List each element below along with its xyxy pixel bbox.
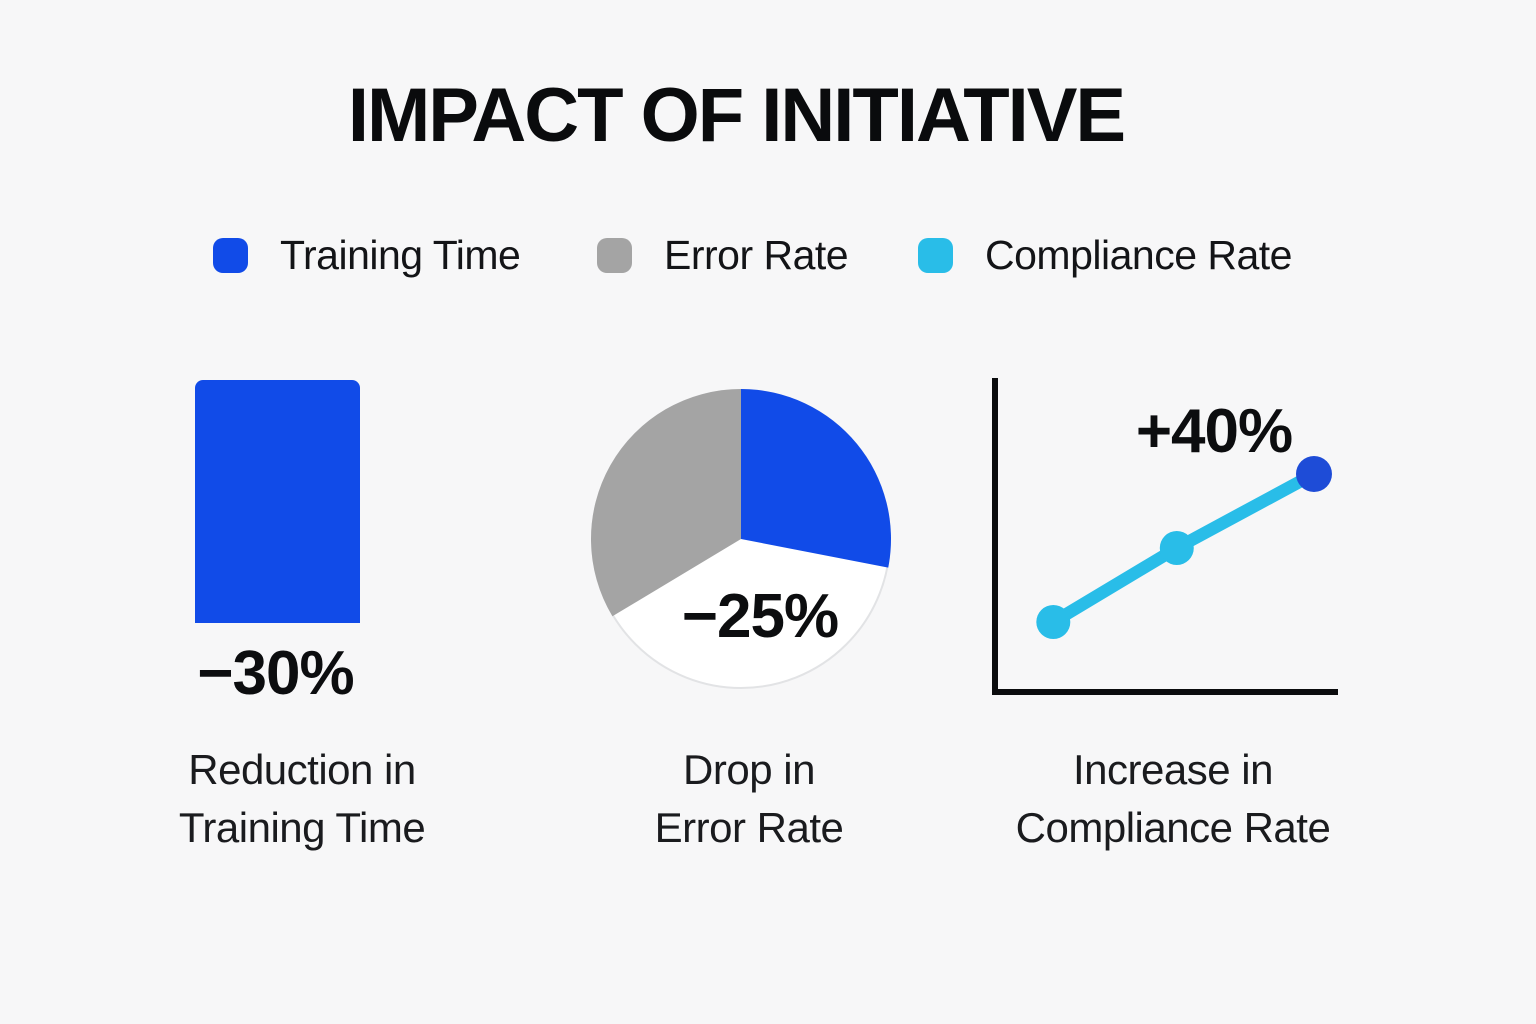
legend-item-error-rate: Error Rate xyxy=(597,232,849,278)
bar-caption: Reduction in Training Time xyxy=(112,741,492,857)
pie-caption: Drop in Error Rate xyxy=(559,741,939,857)
pie-value-label: −25% xyxy=(681,582,839,651)
line-caption: Increase in Compliance Rate xyxy=(983,741,1363,857)
legend-label-compliance-rate: Compliance Rate xyxy=(985,231,1293,278)
line-caption-line2: Compliance Rate xyxy=(1015,804,1331,851)
legend-label-training-time: Training Time xyxy=(280,231,521,278)
legend-swatch-error-rate xyxy=(597,237,632,273)
legend-label-error-rate: Error Rate xyxy=(664,231,849,278)
page-title: IMPACT OF INITIATIVE xyxy=(347,73,1126,158)
training-time-bar xyxy=(195,380,360,623)
bar-value-label: −30% xyxy=(197,639,354,708)
legend-swatch-compliance-rate xyxy=(918,237,953,273)
line-chart-svg xyxy=(992,378,1338,695)
bar-caption-line1: Reduction in xyxy=(188,746,416,793)
legend-item-training-time: Training Time xyxy=(213,232,521,278)
pie-caption-line1: Drop in xyxy=(683,746,815,793)
bar-caption-line2: Training Time xyxy=(178,804,426,851)
line-value-label: +40% xyxy=(1135,397,1293,466)
pie-chart-svg xyxy=(591,389,891,689)
legend-item-compliance-rate: Compliance Rate xyxy=(918,232,1293,278)
line-caption-line1: Increase in xyxy=(1073,746,1273,793)
legend-swatch-training-time xyxy=(213,237,248,273)
pie-caption-line2: Error Rate xyxy=(654,804,844,851)
